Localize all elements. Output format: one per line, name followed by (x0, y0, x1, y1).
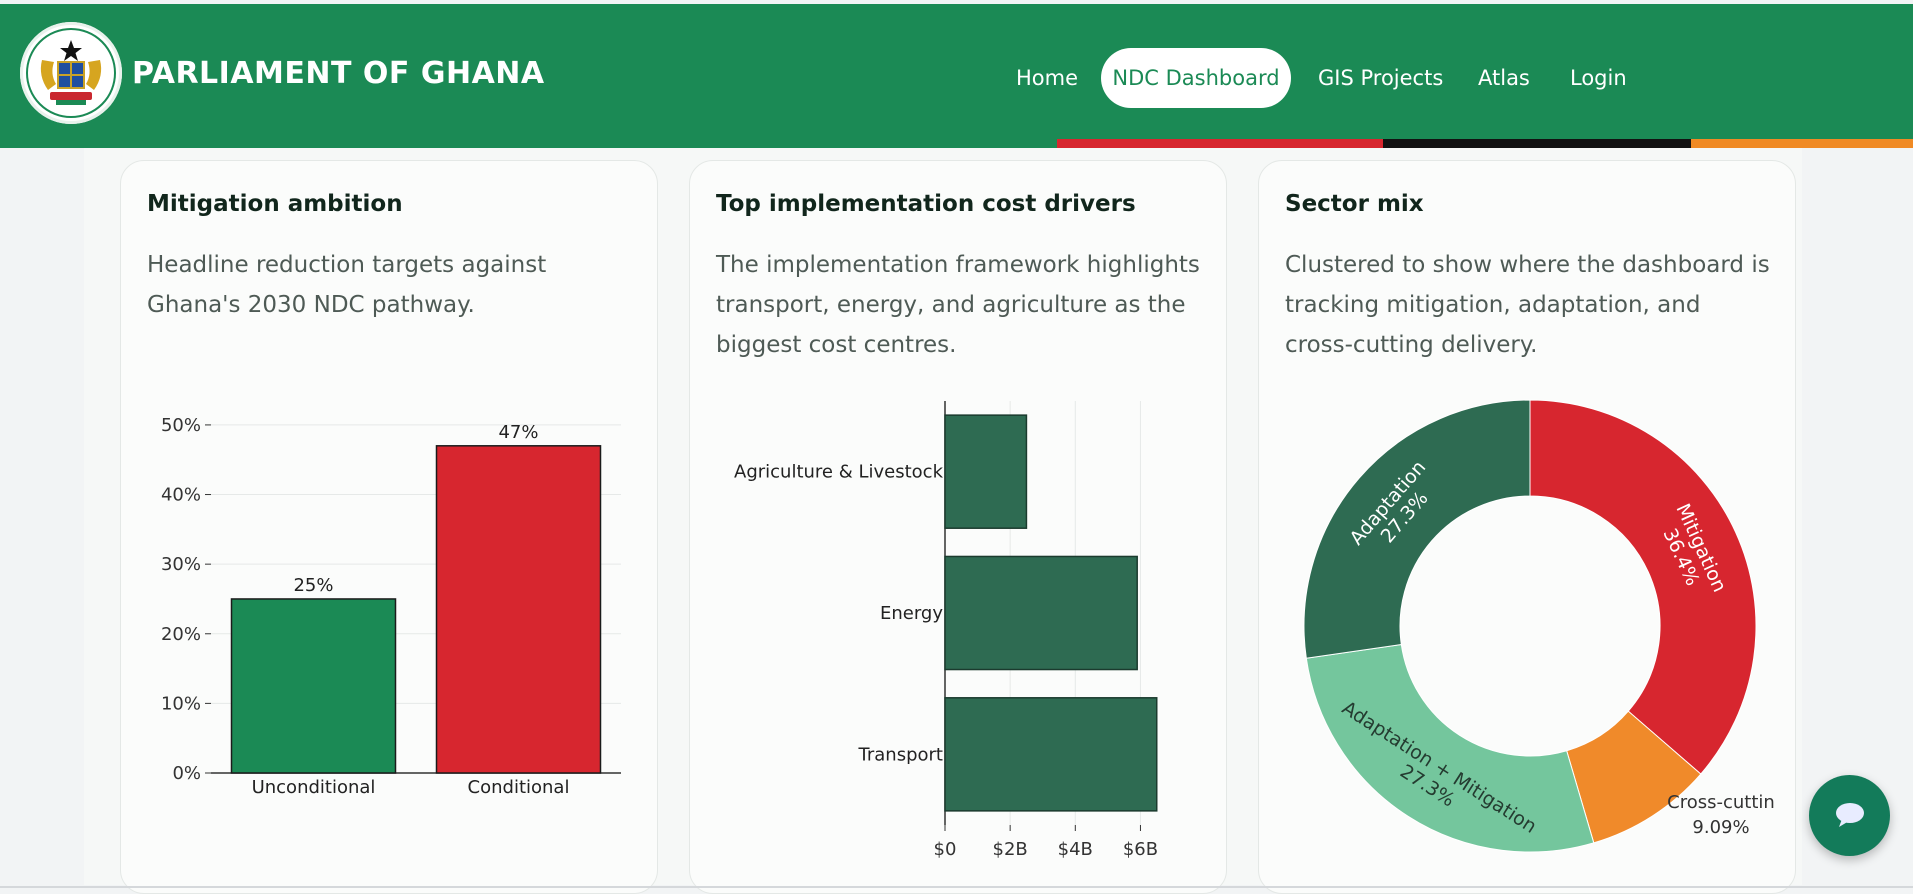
y-tick-label: 20% (161, 624, 201, 645)
data-label: 25% (293, 575, 333, 596)
pie-slice (1529, 399, 1757, 775)
x-tick-label: $2B (993, 839, 1028, 860)
x-tick-label: $0 (934, 839, 957, 860)
slice-label: Cross-cuttin (1667, 792, 1775, 813)
y-tick-label: Energy (880, 603, 943, 624)
cost-drivers-chart[interactable]: $0 $2B $4B $6B Agriculture & Livestock Energy… (690, 381, 1226, 881)
nav-login[interactable]: Login (1570, 66, 1627, 90)
card-cost-drivers: Top implementation cost drivers The impl… (689, 160, 1227, 894)
y-tick-label: 30% (161, 554, 201, 575)
bar (944, 555, 1138, 671)
card-description: The implementation framework highlights … (716, 252, 1200, 358)
slice-value: 9.09% (1692, 817, 1749, 838)
y-tick-label: 10% (161, 693, 201, 714)
sector-mix-chart[interactable]: Mitigation36.4%Cross-cuttin9.09%Adaptati… (1259, 381, 1795, 881)
site-title[interactable]: PARLIAMENT OF GHANA (132, 56, 545, 91)
card-description: Clustered to show where the dashboard is… (1285, 252, 1770, 358)
nav-ndc-dashboard[interactable]: NDC Dashboard (1101, 48, 1291, 108)
card-title: Top implementation cost drivers (716, 191, 1136, 217)
card-title: Sector mix (1285, 191, 1424, 217)
y-tick-label: Transport (858, 744, 943, 765)
bar (944, 697, 1158, 812)
ghana-coat-of-arms-icon (26, 28, 116, 118)
bar (944, 414, 1028, 529)
bar (230, 598, 397, 774)
x-tick-label: Unconditional (252, 777, 376, 798)
y-tick-label: Agriculture & Livestock (734, 462, 944, 483)
card-mitigation-ambition: Mitigation ambition Headline reduction t… (120, 160, 658, 894)
logo[interactable] (20, 22, 122, 124)
nav-gis-projects[interactable]: GIS Projects (1318, 66, 1444, 90)
y-tick-label: 40% (161, 485, 201, 506)
nav-atlas[interactable]: Atlas (1478, 66, 1530, 90)
data-label: 47% (498, 422, 538, 443)
flag-stripe-red (1057, 139, 1383, 148)
y-tick-label: 50% (161, 415, 201, 436)
y-tick-label: 0% (172, 763, 201, 784)
chat-bubble-icon (1836, 803, 1864, 827)
nav-home[interactable]: Home (1016, 66, 1079, 90)
bar (435, 445, 602, 774)
mitigation-ambition-chart[interactable]: 0% 10% 20% 30% 40% 50% 25% Unconditional 47% Cond… (121, 381, 657, 881)
pie-slice (1305, 643, 1595, 853)
chat-button[interactable] (1809, 775, 1890, 856)
page-bottom-border (0, 886, 1913, 888)
pie-slice (1303, 399, 1531, 659)
flag-stripe-black (1383, 139, 1691, 148)
flag-stripe-orange (1691, 139, 1913, 148)
card-description: Headline reduction targets against Ghana… (147, 252, 547, 318)
x-tick-label: Conditional (468, 777, 570, 798)
site-header: PARLIAMENT OF GHANA Home NDC Dashboard G… (0, 4, 1913, 148)
x-tick-label: $6B (1123, 839, 1158, 860)
x-tick-label: $4B (1058, 839, 1093, 860)
card-sector-mix: Sector mix Clustered to show where the d… (1258, 160, 1796, 894)
card-title: Mitigation ambition (147, 191, 403, 217)
